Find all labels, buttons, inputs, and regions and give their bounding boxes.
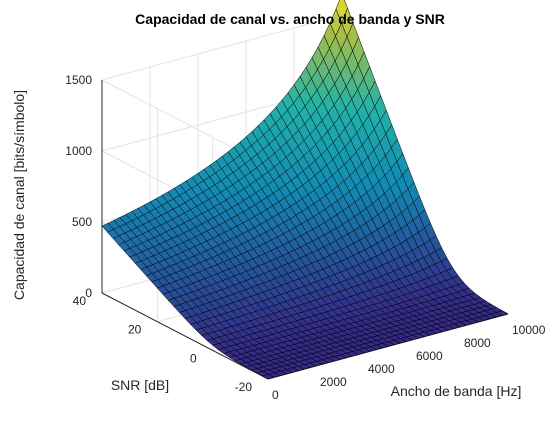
y-tick-label: -20 [235, 380, 253, 394]
surface-mesh [101, 0, 509, 380]
z-tick-label: 1500 [65, 73, 92, 87]
y-tick-label: 0 [190, 351, 197, 365]
chart-title: Capacidad de canal vs. ancho de banda y … [135, 11, 445, 27]
x-axis-label: Ancho de banda [Hz] [391, 383, 522, 399]
y-tick-label: 20 [128, 323, 142, 337]
surface-face [261, 374, 275, 380]
tick-labels: 0200040006000800010000-20020400500100015… [65, 73, 545, 402]
z-tick-label: 1000 [65, 144, 92, 158]
y-axis-line [101, 292, 269, 380]
z-tick-label: 500 [72, 215, 92, 229]
x-tick-label: 4000 [368, 362, 395, 376]
x-tick-label: 2000 [320, 375, 347, 389]
x-tick-label: 0 [272, 388, 279, 402]
z-tick-label: 0 [85, 286, 92, 300]
y-tick-label: 40 [73, 294, 87, 308]
y-axis-label: SNR [dB] [111, 377, 169, 393]
x-tick-label: 6000 [416, 349, 443, 363]
z-axis-label: Capacidad de canal [bits/símbolo] [11, 90, 27, 300]
grid-line [101, 14, 343, 81]
x-tick-label: 8000 [464, 336, 491, 350]
x-tick-label: 10000 [512, 323, 546, 337]
